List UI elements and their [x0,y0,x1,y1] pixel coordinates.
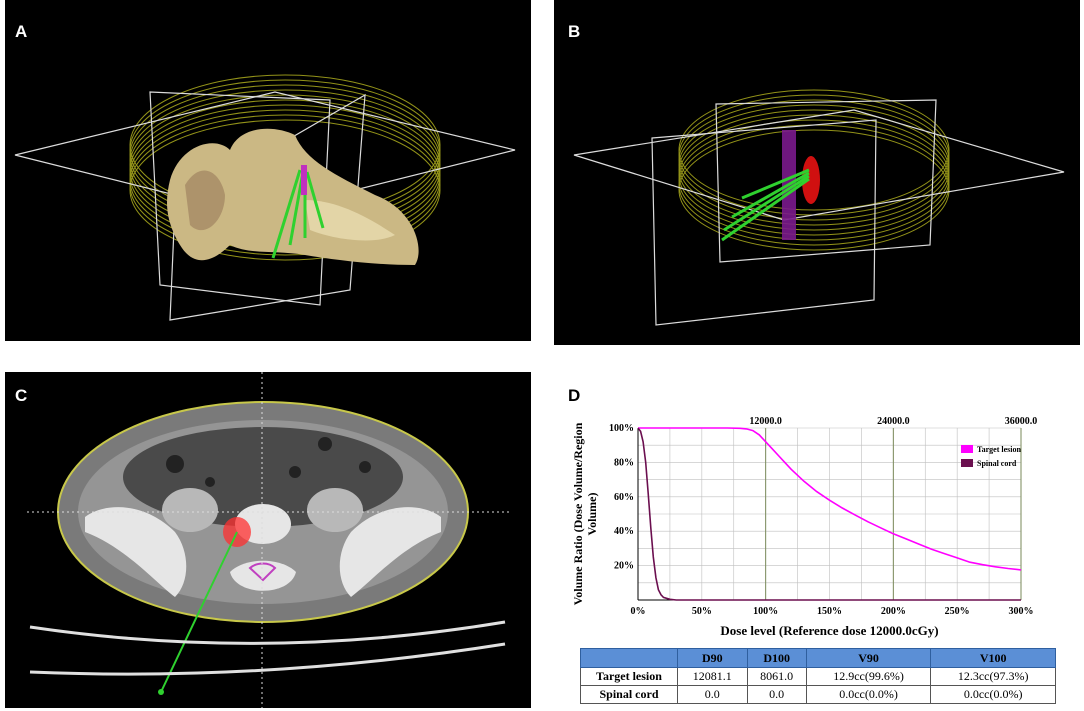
chart-series [637,427,1022,601]
panel-c-scene [27,372,510,708]
table-header-cell: V90 [805,648,932,668]
chart-grid [637,427,1022,601]
spinal-cord-c [248,562,277,582]
x-axis-label: Dose level (Reference dose 12000.0cGy) [720,623,938,638]
panel-c-label: C [15,386,28,405]
panel-d-dvh: D 0% 50% 100% 150% 200% 250% 300% 12000.0 24000.… [556,372,1082,708]
x-tick-label: 50% [692,606,712,617]
table-header-cell: D100 [746,648,807,668]
needle-paths-b [721,168,810,242]
table-cell: 0.0 [746,685,807,704]
pelvic-bones-c [85,504,441,597]
panel-a-scene [14,74,516,321]
x-tick-label: 200% [881,606,906,617]
y-axis-label-line2: Volume) [585,493,599,536]
table-header-cell: D90 [677,648,748,668]
y-axis-label: Volume Ratio (Dose Volume/Region [571,422,585,605]
table-cell: 0.0 [677,685,748,704]
x-tick-label: 300% [1009,606,1034,617]
table-cell: Spinal cord [580,685,678,704]
x-tick-label: 150% [817,606,842,617]
y-tick-label: 80% [614,457,634,468]
chart-axes: 0% 50% 100% 150% 200% 250% 300% 12000.0 24000.0 3… [609,416,1037,617]
table-row: Target lesion 12081.1 8061.0 12.9cc(99.6… [580,667,1056,686]
panel-b-scene [573,89,1065,326]
panel-b-label: B [568,22,581,41]
slice-planes-b [573,99,1065,326]
table-header-cell [580,648,678,668]
series-line-spinal-cord [637,427,1021,601]
table-cell: 0.0cc(0.0%) [805,685,932,704]
dose-table-header: D90 D100 V90 V100 [580,648,1056,668]
panel-d-label: D [568,386,581,405]
x-tick-label: 250% [945,606,970,617]
panel-a-3d-render: A [5,0,531,341]
dvh-chart: 0% 50% 100% 150% 200% 250% 300% 12000.0 24000.0 3… [571,416,1037,638]
chart-legend: Target lesion Spinal cord [961,445,1021,468]
panel-b-3d-render: B [554,0,1080,345]
x-top-tick-label: 12000.0 [749,416,782,427]
target-lesion-b [802,156,820,204]
table-cell: 12081.1 [677,667,748,686]
table-cell: 0.0cc(0.0%) [930,685,1056,704]
x-tick-label: 0% [631,606,646,617]
isodose-rings-b [678,89,950,251]
muscle-c [162,488,363,532]
series-line-target-lesion [638,427,1022,571]
table-line-c [29,620,506,645]
legend-swatch [961,459,973,467]
x-top-tick-label: 24000.0 [877,416,910,427]
y-tick-label: 40% [614,526,634,537]
target-marker-a [301,165,307,195]
table-header-cell: V100 [930,648,1056,668]
table-cell: 8061.0 [746,667,807,686]
legend-swatch [961,445,973,453]
bowel-gas-c [166,437,371,487]
x-top-tick-label: 36000.0 [1005,416,1038,427]
dose-table: D90 D100 V90 V100 Target lesion 12081.1 … [580,648,1056,704]
y-tick-label: 100% [609,423,634,434]
panel-c-ct-slice: C [5,372,531,708]
table-row: Spinal cord 0.0 0.0 0.0cc(0.0%) 0.0cc(0.… [580,685,1056,704]
y-tick-label: 20% [614,561,634,572]
legend-label: Spinal cord [977,459,1017,468]
x-tick-label: 100% [753,606,778,617]
y-tick-label: 60% [614,492,634,503]
needle-path-c [160,531,238,693]
table-cell: Target lesion [580,667,678,686]
legend-label: Target lesion [977,445,1021,454]
panel-a-label: A [15,22,28,41]
table-cell: 12.3cc(97.3%) [930,667,1056,686]
table-cell: 12.9cc(99.6%) [805,667,932,686]
